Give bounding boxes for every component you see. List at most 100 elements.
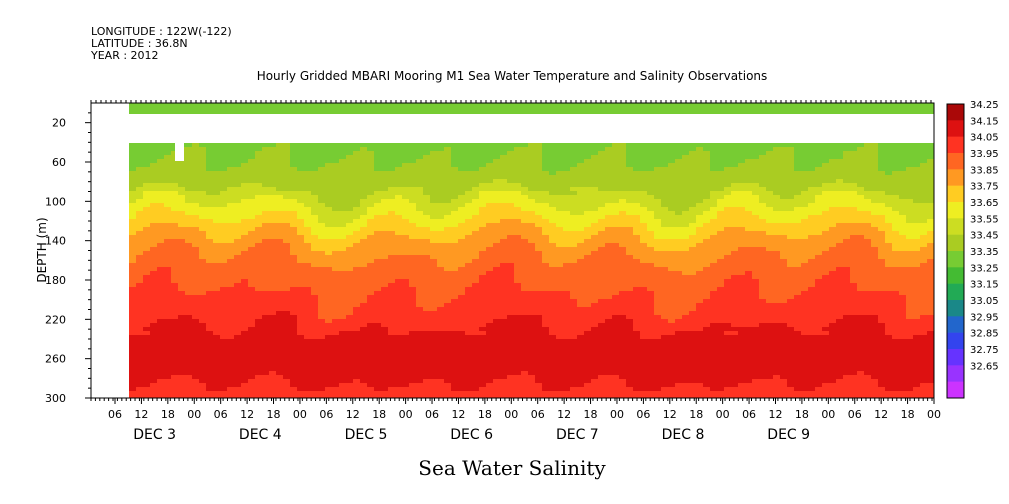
heatmap-cell <box>318 287 326 292</box>
heatmap-cell <box>563 231 571 236</box>
heatmap-cell <box>430 371 438 376</box>
heatmap-cell <box>395 367 403 372</box>
heatmap-cell <box>318 347 326 352</box>
heatmap-cell <box>360 387 368 392</box>
heatmap-cell <box>276 383 284 388</box>
heatmap-cell <box>493 163 501 168</box>
heatmap-cell <box>234 307 242 312</box>
heatmap-cell <box>220 367 228 372</box>
heatmap-cell <box>402 307 410 312</box>
heatmap-cell <box>297 195 305 200</box>
heatmap-cell <box>129 171 137 176</box>
heatmap-cell <box>199 275 207 280</box>
heatmap-cell <box>234 155 242 160</box>
heatmap-cell <box>430 323 438 328</box>
heatmap-cell <box>318 199 326 204</box>
heatmap-cell <box>367 235 375 240</box>
heatmap-cell <box>283 235 291 240</box>
heatmap-cell <box>528 147 536 152</box>
heatmap-cell <box>304 287 312 292</box>
heatmap-cell <box>283 107 291 112</box>
heatmap-cell <box>549 311 557 316</box>
heatmap-cell <box>276 267 284 272</box>
heatmap-cell <box>255 179 263 184</box>
heatmap-cell <box>213 279 221 284</box>
heatmap-cell <box>570 143 578 148</box>
heatmap-cell <box>304 355 312 360</box>
heatmap-cell <box>402 207 410 212</box>
heatmap-cell <box>269 355 277 360</box>
heatmap-cell <box>479 147 487 152</box>
heatmap-cell <box>563 359 571 364</box>
heatmap-cell <box>472 351 480 356</box>
heatmap-cell <box>129 183 137 188</box>
heatmap-cell <box>171 227 179 232</box>
heatmap-cell <box>150 171 158 176</box>
heatmap-cell <box>297 323 305 328</box>
heatmap-cell <box>332 203 340 208</box>
heatmap-cell <box>367 367 375 372</box>
heatmap-cell <box>591 255 599 260</box>
heatmap-cell <box>129 159 137 164</box>
heatmap-cell <box>283 315 291 320</box>
heatmap-cell <box>332 283 340 288</box>
heatmap-cell <box>269 263 277 268</box>
heatmap-cell <box>290 207 298 212</box>
heatmap-cell <box>472 159 480 164</box>
heatmap-cell <box>318 299 326 304</box>
heatmap-cell <box>227 231 235 236</box>
heatmap-cell <box>395 291 403 296</box>
heatmap-cell <box>248 111 256 116</box>
heatmap-cell <box>164 375 172 380</box>
heatmap-cell <box>535 291 543 296</box>
heatmap-cell <box>304 271 312 276</box>
heatmap-cell <box>192 311 200 316</box>
heatmap-cell <box>206 367 214 372</box>
heatmap-cell <box>304 371 312 376</box>
heatmap-cell <box>472 239 480 244</box>
heatmap-cell <box>171 155 179 160</box>
heatmap-cell <box>402 243 410 248</box>
heatmap-cell <box>325 383 333 388</box>
heatmap-cell <box>486 211 494 216</box>
heatmap-cell <box>150 279 158 284</box>
heatmap-cell <box>563 251 571 256</box>
heatmap-cell <box>472 255 480 260</box>
heatmap-cell <box>493 223 501 228</box>
heatmap-cell <box>150 339 158 344</box>
heatmap-cell <box>542 319 550 324</box>
heatmap-cell <box>402 395 410 398</box>
heatmap-cell <box>304 251 312 256</box>
heatmap-cell <box>290 259 298 264</box>
heatmap-cell <box>346 267 354 272</box>
heatmap-cell <box>150 167 158 172</box>
heatmap-cell <box>192 159 200 164</box>
heatmap-cell <box>409 271 417 276</box>
heatmap-cell <box>269 259 277 264</box>
heatmap-cell <box>353 243 361 248</box>
heatmap-cell <box>374 255 382 260</box>
heatmap-cell <box>360 143 368 148</box>
heatmap-cell <box>346 187 354 192</box>
heatmap-cell <box>178 111 186 116</box>
heatmap-cell <box>255 303 263 308</box>
heatmap-cell <box>479 271 487 276</box>
heatmap-cell <box>500 371 508 376</box>
heatmap-cell <box>213 243 221 248</box>
heatmap-cell <box>297 391 305 396</box>
heatmap-cell <box>199 307 207 312</box>
heatmap-cell <box>451 187 459 192</box>
heatmap-cell <box>486 259 494 264</box>
heatmap-cell <box>143 175 151 180</box>
heatmap-cell <box>178 235 186 240</box>
heatmap-cell <box>248 371 256 376</box>
heatmap-cell <box>570 103 578 108</box>
heatmap-cell <box>556 187 564 192</box>
heatmap-cell <box>458 355 466 360</box>
heatmap-cell <box>311 315 319 320</box>
heatmap-cell <box>185 155 193 160</box>
heatmap-cell <box>374 175 382 180</box>
heatmap-cell <box>500 111 508 116</box>
heatmap-cell <box>528 379 536 384</box>
heatmap-cell <box>353 195 361 200</box>
